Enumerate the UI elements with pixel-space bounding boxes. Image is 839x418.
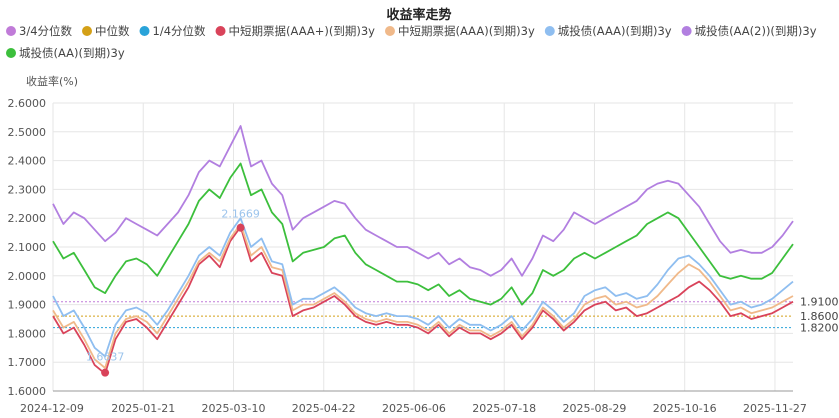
y-tick-labels: 1.6000 1.7000 1.8000 1.9000 2.0000 2.1000 2.20… <box>8 97 47 398</box>
series-line[interactable] <box>52 217 794 358</box>
annotation-label: 1.6637 <box>86 351 125 364</box>
legend-marker[interactable] <box>6 26 16 36</box>
legend-marker[interactable] <box>681 26 692 36</box>
legend-label[interactable]: 中位数 <box>95 24 130 38</box>
legend-marker[interactable] <box>384 26 395 36</box>
legend-label[interactable]: 3/4分位数 <box>19 24 73 38</box>
series-line[interactable] <box>52 223 794 369</box>
x-tick-label: 2025-03-10 <box>202 402 266 415</box>
legend-marker[interactable] <box>82 26 93 36</box>
reference-line-label: 1.8600 <box>800 310 839 323</box>
series-line[interactable] <box>52 225 794 375</box>
x-tick-label: 2025-10-16 <box>653 402 717 415</box>
y-tick-label: 2.6000 <box>8 97 47 110</box>
y-tick-label: 1.7000 <box>8 356 47 369</box>
legend-label[interactable]: 中短期票据(AAA+)(到期)3y <box>229 24 376 38</box>
y-tick-label: 2.1000 <box>8 241 47 254</box>
legend-marker[interactable] <box>139 26 150 36</box>
x-tick-label: 2025-07-18 <box>472 402 536 415</box>
series-lines <box>52 125 794 375</box>
y-tick-label: 2.0000 <box>8 270 47 283</box>
legend-marker[interactable] <box>6 48 16 58</box>
reference-line-label: 1.8200 <box>800 322 839 335</box>
y-tick-label: 1.8000 <box>8 327 47 340</box>
x-tick-label: 2025-06-06 <box>382 402 446 415</box>
annotation-point[interactable] <box>101 368 110 377</box>
x-tick-label: 2025-08-29 <box>562 402 626 415</box>
y-tick-label: 2.3000 <box>8 183 47 196</box>
x-tick-label: 2025-04-22 <box>292 402 356 415</box>
series-line[interactable] <box>52 162 794 306</box>
legend-marker[interactable] <box>215 26 226 36</box>
reference-line-label: 1.9100 <box>800 296 839 309</box>
y-tick-label: 1.6000 <box>8 385 47 398</box>
legend-label[interactable]: 城投债(AAA)(到期)3y <box>558 24 672 38</box>
annotation-point[interactable] <box>236 223 245 232</box>
legend-label[interactable]: 城投债(AA)(到期)3y <box>19 46 125 60</box>
legend-label[interactable]: 1/4分位数 <box>153 24 207 38</box>
legend-marker[interactable] <box>544 26 555 36</box>
x-tick-label: 2024-12-09 <box>20 402 84 415</box>
y-gridlines <box>53 102 793 392</box>
y-tick-label: 1.9000 <box>8 299 47 312</box>
legend: 3/4分位数 中位数 1/4分位数 中短期票据(AAA+)(到期)3y 中短期票据(AA… <box>6 24 817 60</box>
x-tick-label: 2025-11-27 <box>743 402 807 415</box>
x-tick-labels: 2024-12-09 2025-01-21 2025-03-10 2025-04-22… <box>20 402 807 415</box>
legend-label[interactable]: 城投债(AA(2))(到期)3y <box>695 24 817 38</box>
annotations: 2.1669 1.6637 <box>86 208 260 377</box>
y-tick-label: 2.5000 <box>8 126 47 139</box>
annotation-label: 2.1669 <box>221 208 260 221</box>
y-axis-label: 收益率(%) <box>26 74 78 88</box>
x-tick-label: 2025-01-21 <box>111 402 175 415</box>
chart-title: 收益率走势 <box>386 7 451 23</box>
series-line[interactable] <box>52 125 794 277</box>
y-tick-label: 2.2000 <box>8 212 47 225</box>
y-tick-label: 2.4000 <box>8 155 47 168</box>
legend-label[interactable]: 中短期票据(AAA)(到期)3y <box>398 24 535 38</box>
